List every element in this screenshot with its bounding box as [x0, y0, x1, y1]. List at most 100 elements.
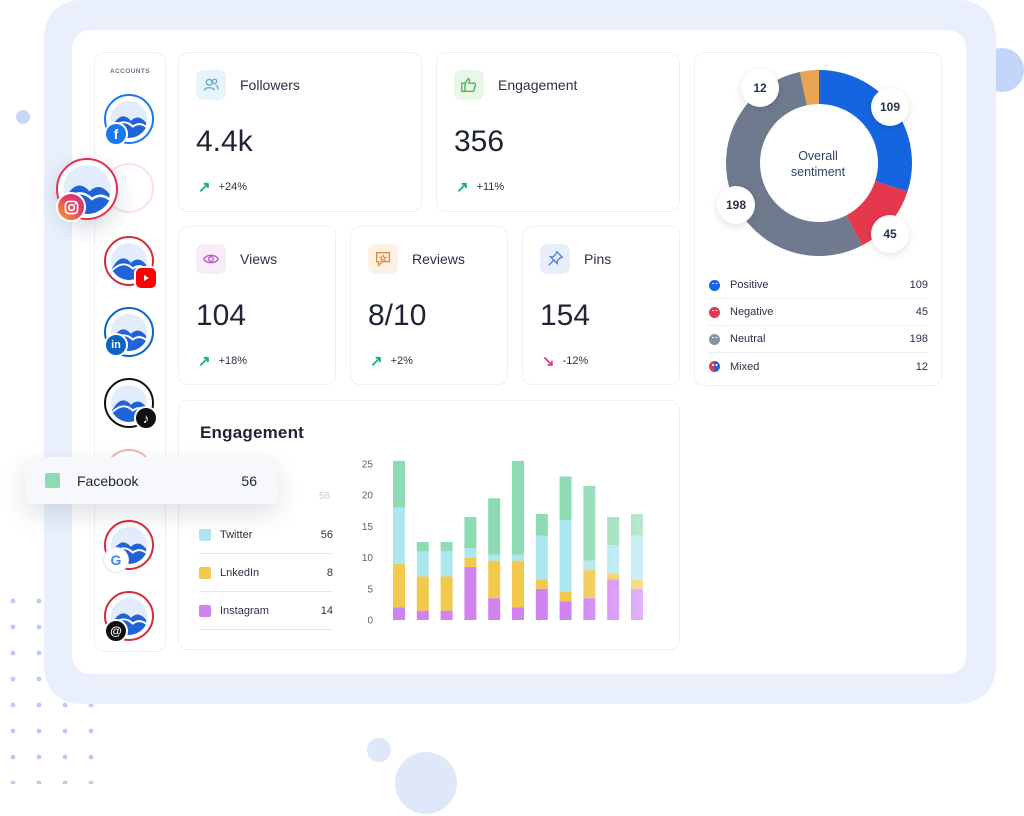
legend-value: 14 [320, 604, 333, 617]
legend-swatch [199, 604, 211, 617]
trend-up-icon: ↗ [456, 179, 469, 196]
y-tick-label: 5 [367, 584, 373, 595]
pins-card[interactable]: Pins 154 ↘ -12% [522, 226, 680, 385]
bar-segment-twitter[interactable] [512, 554, 524, 561]
bar-segment-facebook[interactable] [607, 517, 620, 546]
account-linkedin[interactable]: in [104, 307, 154, 357]
bar-segment-instagram[interactable] [559, 601, 572, 620]
bar-segment-facebook[interactable] [440, 542, 453, 552]
bar-segment-instagram[interactable] [416, 610, 429, 620]
legend-item[interactable]: Instagram 14 [199, 592, 333, 630]
bar-segment-facebook[interactable] [535, 513, 548, 536]
metric-title: Views [240, 251, 278, 267]
bar-segment-facebook[interactable] [583, 485, 596, 561]
bar-segment-twitter[interactable] [464, 548, 477, 558]
y-tick-label: 0 [367, 616, 373, 627]
facebook-icon: f [104, 122, 128, 146]
tooltip-swatch [45, 473, 60, 488]
google-icon: G [104, 548, 128, 572]
bar-segment-instagram[interactable] [488, 598, 501, 620]
bar-segment-twitter[interactable] [559, 520, 572, 592]
bar-segment-lnkedin[interactable] [535, 579, 548, 589]
bar-segment-lnkedin[interactable] [440, 576, 453, 611]
pill-mixed: 12 [741, 69, 779, 107]
followers-card[interactable]: Followers 4.4k ↗ +24% [178, 52, 422, 212]
eye-icon [196, 244, 226, 274]
bar-segment-lnkedin[interactable] [631, 579, 643, 589]
account-facebook[interactable]: f [104, 94, 154, 146]
bar-segment-facebook[interactable] [464, 517, 477, 549]
bar-segment-instagram[interactable] [583, 598, 596, 620]
metric-title: Followers [240, 77, 300, 93]
bar-segment-lnkedin[interactable] [488, 560, 501, 599]
thumbs-up-icon [454, 70, 484, 100]
bar-segment-instagram[interactable] [393, 607, 405, 620]
legend-label: Twitter [220, 528, 253, 541]
donut-label-line1: Overall [798, 149, 838, 163]
views-card[interactable]: Views 104 ↗ +18% [178, 226, 336, 385]
delta-text: +18% [218, 355, 248, 367]
bar-segment-twitter[interactable] [416, 551, 429, 577]
bar-segment-instagram[interactable] [607, 579, 620, 620]
bar-segment-lnkedin[interactable] [464, 557, 477, 567]
metric-title: Reviews [412, 251, 465, 267]
trend-down-icon: ↘ [542, 353, 555, 370]
legend-item[interactable]: LnkedIn 8 [199, 554, 333, 592]
bar-segment-facebook[interactable] [488, 498, 501, 555]
pin-icon [540, 244, 570, 274]
account-threads[interactable]: @ [104, 591, 154, 643]
sentiment-label: Mixed [730, 360, 760, 373]
account-instagram[interactable] [56, 158, 118, 222]
decor-dot [16, 110, 30, 124]
bar-segment-twitter[interactable] [393, 507, 405, 564]
sentiment-value: 109 [909, 279, 928, 291]
sentiment-card: Overall sentiment 109 45 198 12 Positive… [694, 52, 942, 386]
bar-segment-instagram[interactable] [631, 588, 643, 620]
sentiment-list: Positive 109 Negative 45 Neutral 198 Mix… [709, 272, 928, 380]
bar-segment-lnkedin[interactable] [559, 591, 572, 602]
threads-icon: @ [104, 619, 128, 643]
account-youtube[interactable] [104, 236, 158, 290]
facebook-tooltip[interactable]: Facebook 56 [25, 457, 277, 504]
delta-text: +24% [218, 181, 248, 193]
list-item: Negative 45 [709, 299, 928, 326]
bar-segment-twitter[interactable] [535, 535, 548, 580]
bar-segment-instagram[interactable] [464, 566, 477, 620]
bar-segment-twitter[interactable] [488, 554, 501, 561]
account-tiktok[interactable]: ♪ [104, 378, 158, 430]
bar-segment-twitter[interactable] [583, 560, 596, 571]
y-tick-label: 25 [362, 460, 374, 471]
bar-segment-facebook[interactable] [512, 460, 524, 555]
reviews-card[interactable]: Reviews 8/10 ↗ +2% [350, 226, 508, 385]
tooltip-value: 56 [241, 472, 257, 489]
legend-value: 8 [326, 566, 333, 579]
list-item: Positive 109 [709, 272, 928, 299]
bar-segment-lnkedin[interactable] [607, 573, 620, 580]
decor-circle-large [395, 752, 457, 814]
account-google[interactable]: G [104, 520, 154, 572]
bar-segment-lnkedin[interactable] [512, 560, 524, 608]
bar-segment-facebook[interactable] [559, 476, 572, 521]
trend-up-icon: ↗ [198, 353, 211, 370]
bar-segment-twitter[interactable] [631, 535, 643, 580]
bar-segment-lnkedin[interactable] [583, 570, 596, 599]
bar-segment-lnkedin[interactable] [416, 576, 429, 611]
smile-icon [709, 279, 720, 291]
sentiment-label: Neutral [730, 333, 766, 345]
bar-segment-instagram[interactable] [512, 607, 524, 620]
bar-segment-facebook[interactable] [416, 542, 429, 552]
bar-segment-twitter[interactable] [607, 545, 620, 574]
bar-segment-lnkedin[interactable] [393, 563, 405, 608]
legend-item[interactable]: Twitter 56 [199, 516, 333, 554]
bar-segment-facebook[interactable] [631, 513, 643, 536]
legend-label: Instagram [220, 604, 269, 617]
bar-segment-instagram[interactable] [535, 588, 548, 620]
donut-segment-negative [845, 180, 908, 246]
bar-segment-instagram[interactable] [440, 610, 453, 620]
trend-up-icon: ↗ [370, 353, 383, 370]
sentiment-value: 198 [909, 333, 928, 345]
engagement-card[interactable]: Engagement 356 ↗ +11% [436, 52, 680, 212]
donut-center-label: Overall sentiment [755, 148, 881, 180]
bar-segment-twitter[interactable] [440, 551, 453, 577]
bar-segment-facebook[interactable] [393, 460, 405, 508]
